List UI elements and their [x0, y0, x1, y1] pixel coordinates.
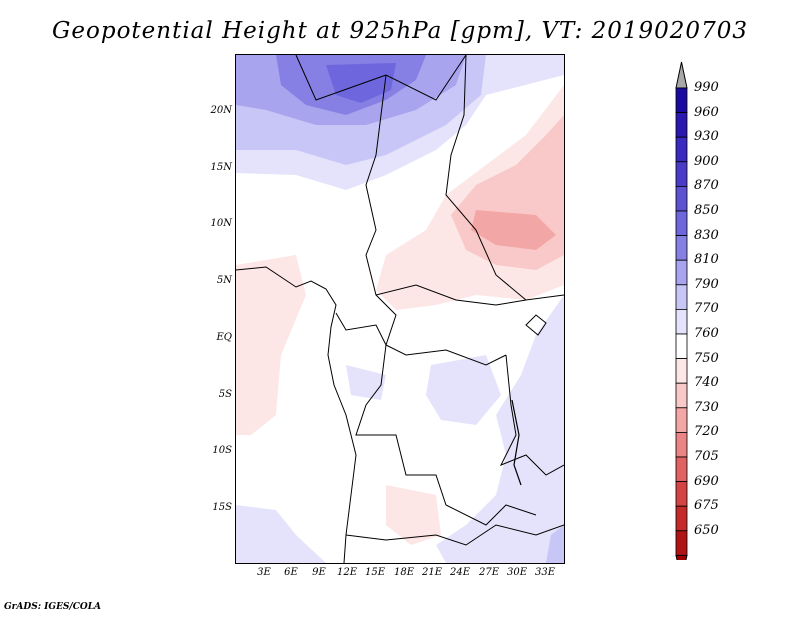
- lat-label-5s: 5S: [218, 389, 232, 400]
- colorbar-label: 850: [694, 203, 719, 218]
- colorbar-swatch: [675, 161, 688, 187]
- colorbar-swatch: [675, 186, 688, 212]
- colorbar-label: 675: [694, 498, 719, 514]
- colorbar-label: 750: [694, 350, 719, 366]
- colorbar-label: 830: [694, 227, 719, 243]
- contour-770-east: [436, 295, 564, 563]
- colorbar-label: 730: [694, 399, 719, 415]
- colorbar-swatch: [675, 308, 688, 335]
- contour-770-sw: [236, 505, 326, 563]
- contour-730-ne: [471, 210, 556, 250]
- lon-label-18e: 18E: [393, 567, 415, 578]
- colorbar-swatch: [675, 235, 688, 261]
- colorbar-label: 705: [694, 449, 719, 464]
- border-congo-north: [335, 312, 507, 366]
- colorbar-top-arrow: [675, 61, 688, 89]
- colorbar: 990 960 930 900 870 850 830 810 790 770 760 750 740 7…: [670, 60, 719, 560]
- lat-label-eq: EQ: [216, 332, 233, 343]
- credit-text: GrADS: IGES/COLA: [4, 602, 102, 612]
- border-sudan: [445, 55, 564, 301]
- lon-label-21e: 21E: [421, 567, 443, 578]
- lon-label-6e: 6E: [284, 567, 298, 578]
- lat-label-20n: 20N: [210, 105, 232, 116]
- lon-label-15e: 15E: [364, 567, 386, 578]
- colorbar-swatch: [675, 136, 688, 163]
- colorbar-swatch: [675, 284, 688, 310]
- lat-label-15s: 15S: [212, 502, 232, 513]
- colorbar-label: 720: [694, 424, 719, 440]
- colorbar-swatch: [675, 456, 688, 483]
- colorbar-label: 900: [694, 153, 719, 169]
- lat-label-5n: 5N: [216, 275, 232, 286]
- lake-tanganyika: [511, 399, 522, 486]
- colorbar-swatch: [675, 530, 688, 556]
- lon-label-33e: 33E: [534, 567, 556, 578]
- colorbar-label: 760: [694, 326, 719, 341]
- colorbar-swatch: [675, 505, 688, 532]
- colorbar-swatch: [675, 210, 688, 237]
- colorbar-bottom-arrow: [675, 554, 688, 560]
- border-east-africa: [499, 354, 564, 476]
- colorbar-swatch: [675, 431, 688, 458]
- coastline: [236, 266, 357, 563]
- colorbar-swatch: [675, 358, 688, 384]
- lat-label-10s: 10S: [212, 445, 232, 456]
- colorbar-label: 960: [694, 104, 719, 120]
- colorbar-label: 990: [694, 80, 719, 95]
- contour-750-west: [236, 255, 306, 435]
- lat-label-10n: 10N: [210, 218, 232, 229]
- colorbar-label: 870: [694, 178, 719, 194]
- lat-label-15n: 15N: [210, 162, 232, 173]
- colorbar-label: 790: [694, 276, 719, 292]
- lon-label-12e: 12E: [336, 567, 358, 578]
- colorbar-svg: [675, 61, 688, 560]
- lon-label-30e: 30E: [506, 567, 528, 578]
- lon-label-9e: 9E: [312, 567, 326, 578]
- colorbar-swatch: [675, 407, 688, 433]
- map-panel: [235, 54, 565, 564]
- map-title: Geopotential Height at 925hPa [gpm], VT:…: [52, 18, 748, 44]
- lon-label-24e: 24E: [449, 567, 471, 578]
- colorbar-label: 810: [694, 252, 719, 268]
- contour-750-south: [386, 485, 441, 545]
- colorbar-swatch: [675, 259, 688, 286]
- border-chad: [365, 74, 397, 346]
- lon-label-27e: 27E: [478, 567, 500, 578]
- lake-victoria: [525, 314, 547, 336]
- colorbar-swatch: [675, 382, 688, 409]
- colorbar-swatch: [675, 333, 688, 360]
- border-angola: [355, 344, 537, 526]
- geopotential-map: [236, 55, 564, 563]
- colorbar-swatch: [675, 481, 688, 507]
- colorbar-label: 690: [694, 473, 719, 489]
- contour-770-central: [426, 355, 501, 425]
- lon-label-3e: 3E: [257, 567, 271, 578]
- colorbar-label: 770: [694, 301, 719, 317]
- contour-790-se: [546, 525, 564, 563]
- border-south: [345, 524, 564, 546]
- contour-850-north: [326, 63, 396, 103]
- colorbar-label: 650: [694, 522, 719, 538]
- colorbar-swatch: [675, 112, 688, 138]
- border-car: [375, 284, 527, 306]
- colorbar-swatch: [675, 87, 688, 114]
- colorbar-label: 930: [694, 129, 719, 145]
- colorbar-label: 740: [694, 375, 719, 391]
